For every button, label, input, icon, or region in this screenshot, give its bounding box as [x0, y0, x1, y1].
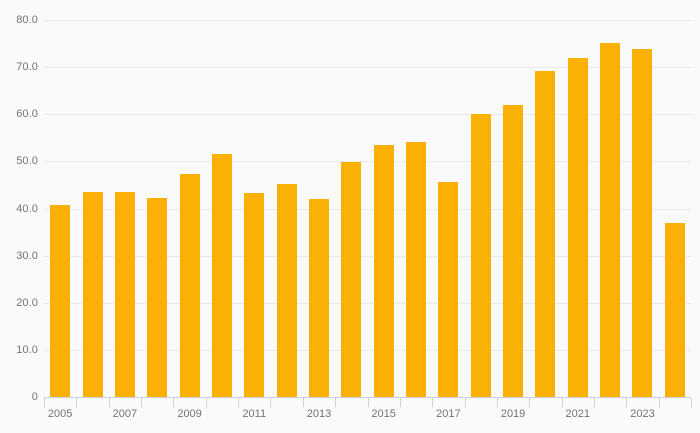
plot-area: [44, 20, 691, 397]
bar[interactable]: [373, 144, 394, 397]
y-tick-label: 40.0: [16, 202, 38, 215]
bar[interactable]: [470, 114, 491, 397]
x-tick-label: 2005: [47, 408, 73, 420]
gridline: [44, 67, 691, 69]
gridline: [44, 255, 691, 257]
y-axis: 80.0 70.0 60.0 50.0 40.0 30.0 20.0 10.0 0: [0, 0, 38, 433]
x-tick-mark: [76, 398, 78, 407]
x-tick-mark: [432, 398, 434, 407]
bar[interactable]: [211, 153, 232, 397]
bar[interactable]: [503, 104, 524, 397]
bar[interactable]: [276, 183, 297, 397]
x-tick-mark: [108, 398, 110, 407]
x-tick-mark: [238, 398, 240, 407]
bar[interactable]: [567, 58, 588, 397]
gridline: [44, 20, 691, 21]
x-tick-mark: [529, 398, 531, 407]
x-tick-label: 2009: [177, 408, 202, 420]
x-tick-mark: [496, 398, 498, 407]
x-tick-mark: [367, 398, 369, 407]
y-tick-label: 70.0: [16, 61, 38, 74]
x-tick-label: 2019: [500, 408, 526, 420]
bar[interactable]: [341, 162, 362, 397]
bar[interactable]: [406, 142, 427, 397]
x-tick-label: 2021: [565, 408, 591, 420]
x-tick-label: 2017: [436, 408, 461, 420]
x-tick-mark: [593, 398, 595, 407]
gridline: [44, 114, 691, 116]
gridline: [44, 349, 691, 351]
x-tick-mark: [302, 398, 304, 407]
y-tick-label: 50.0: [16, 155, 38, 168]
y-tick-label: 80.0: [16, 14, 38, 26]
bars-layer: [44, 20, 691, 397]
x-tick-label: 2015: [371, 408, 396, 420]
x-tick-mark: [205, 398, 207, 407]
x-tick-mark: [335, 398, 337, 407]
x-tick-mark: [626, 398, 628, 407]
bar[interactable]: [308, 198, 329, 397]
bar[interactable]: [82, 191, 103, 397]
x-tick-label: 2013: [306, 408, 332, 420]
x-tick-mark: [44, 398, 45, 407]
x-tick-mark: [464, 398, 466, 407]
x-tick-mark: [658, 398, 660, 407]
x-tick-label: 2011: [242, 408, 267, 420]
x-tick-mark: [141, 398, 143, 407]
bar[interactable]: [50, 204, 71, 397]
bar[interactable]: [535, 71, 556, 397]
gridline: [44, 161, 691, 163]
y-tick-label: 30.0: [16, 249, 38, 262]
bar[interactable]: [438, 182, 459, 397]
x-tick-label: 2007: [112, 408, 138, 420]
bar[interactable]: [114, 192, 135, 397]
gridline: [44, 302, 691, 304]
x-tick-mark: [399, 398, 401, 407]
bar[interactable]: [179, 174, 200, 397]
y-tick-label: 10.0: [16, 343, 38, 356]
bar[interactable]: [664, 223, 685, 397]
x-tick-mark: [691, 398, 692, 407]
x-axis-line: [44, 397, 691, 398]
gridline: [44, 208, 691, 210]
y-tick-label: 0: [31, 391, 38, 403]
y-tick-label: 60.0: [16, 108, 38, 121]
bar[interactable]: [147, 197, 168, 397]
x-tick-label: 2023: [630, 408, 655, 420]
bar[interactable]: [632, 49, 653, 397]
bar[interactable]: [244, 193, 265, 397]
x-tick-mark: [270, 398, 272, 407]
bar[interactable]: [600, 42, 621, 397]
x-tick-mark: [173, 398, 175, 407]
y-tick-label: 20.0: [16, 296, 38, 309]
x-tick-mark: [561, 398, 563, 407]
